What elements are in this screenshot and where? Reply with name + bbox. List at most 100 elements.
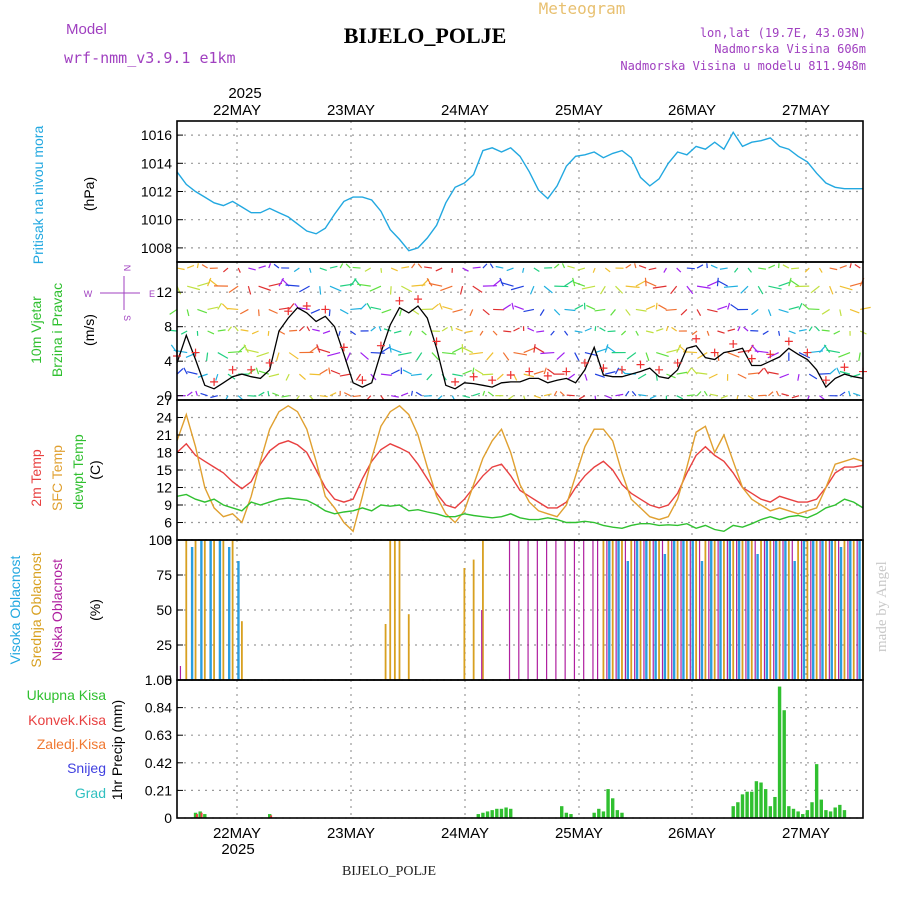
wind-gust-marker xyxy=(599,364,608,373)
wind-vector xyxy=(523,308,535,313)
cloud-high-bar xyxy=(663,554,667,680)
wind-gust-marker xyxy=(784,337,793,346)
wind-vector xyxy=(572,281,586,287)
tick-label-precip-4: 0.84 xyxy=(145,700,172,716)
wind-speed-line xyxy=(176,305,864,390)
cloud-mid-bar xyxy=(222,540,225,680)
wind-vector xyxy=(428,282,443,287)
wind-vector xyxy=(663,267,667,273)
pressure-line xyxy=(176,130,863,252)
wind-vector xyxy=(329,392,337,397)
wind-vector xyxy=(176,368,184,375)
cloud-low-bar xyxy=(634,540,636,680)
wind-vector xyxy=(768,371,779,375)
temp-unit: (C) xyxy=(87,460,103,479)
wind-vector xyxy=(306,326,311,332)
wind-vector xyxy=(186,391,193,397)
wind-vector xyxy=(187,371,198,375)
wind-vector xyxy=(644,280,657,287)
wind-vector xyxy=(839,391,846,397)
tick-label-pressure-0: 1008 xyxy=(141,240,172,256)
station-title: BIJELO_POLJE xyxy=(344,23,507,48)
wind-vector xyxy=(564,279,575,287)
temp-title-1: 2m Temp xyxy=(28,449,44,507)
wind-vector xyxy=(345,263,351,269)
wind-vector xyxy=(482,373,494,376)
wind-vector xyxy=(826,349,840,354)
wind-gust-marker xyxy=(580,358,589,367)
wind-vector xyxy=(778,308,789,313)
wind-vector xyxy=(390,369,400,375)
wind-vector xyxy=(319,395,328,398)
wind-vector xyxy=(574,352,580,361)
wind-vector xyxy=(489,263,494,269)
tick-label-pressure-2: 1012 xyxy=(141,184,172,200)
wind-vector xyxy=(848,390,851,396)
wind-gust-marker xyxy=(488,376,497,385)
cloud-high-bar xyxy=(682,540,685,680)
wind-gust-marker xyxy=(432,337,441,346)
day-label-bottom-5: 27MAY xyxy=(782,825,830,842)
wind-vector xyxy=(665,326,669,332)
tick-label-precip-3: 0.63 xyxy=(145,727,172,743)
cloud-low-bar xyxy=(717,540,719,680)
wind-vector xyxy=(339,263,344,269)
wind-vector xyxy=(461,346,473,354)
wind-vector xyxy=(819,372,831,375)
wind-vector xyxy=(183,367,188,375)
wind-vector xyxy=(546,368,555,375)
wind-vector xyxy=(655,374,658,381)
cloud-low-bar xyxy=(592,540,594,680)
tick-label-temp-1: 6 xyxy=(164,515,172,531)
wind-vector xyxy=(821,308,830,315)
day-label-top-4: 26MAY xyxy=(668,102,716,119)
year-top: 2025 xyxy=(228,85,261,102)
tick-label-temp-6: 21 xyxy=(156,427,172,443)
wind-vector xyxy=(818,267,823,273)
wind-vector xyxy=(228,285,239,293)
model-elevation-label: Nadmorska Visina u modelu 811.948m xyxy=(620,59,866,73)
wind-vector xyxy=(293,267,300,273)
cloud-low-bar xyxy=(564,540,566,680)
wind-vector xyxy=(472,367,475,375)
wind-vector xyxy=(635,308,647,312)
wind-vector xyxy=(465,330,473,334)
wind-vector xyxy=(649,395,657,400)
wind-vector xyxy=(339,308,349,315)
wind-vector xyxy=(309,345,319,354)
wind-vector xyxy=(652,285,667,289)
wind-vector xyxy=(634,263,637,269)
wind-vector xyxy=(539,309,545,316)
wind-vector xyxy=(426,373,433,381)
wind-vector xyxy=(487,391,494,397)
day-label-top-0: 22MAY xyxy=(213,102,261,119)
precip-total-bar xyxy=(736,802,740,818)
precip-legend-conv: Konvek.Kisa xyxy=(28,712,106,728)
wind-vector xyxy=(239,308,249,315)
wind-vector xyxy=(727,302,731,310)
cloud-low-bar xyxy=(800,540,803,680)
precip-total-bar xyxy=(601,811,606,818)
wind-gust-marker xyxy=(321,305,330,314)
wind-vector xyxy=(258,265,266,269)
wind-gust-marker xyxy=(395,296,404,305)
wind-title-2: Brzina i Pravac xyxy=(49,283,65,377)
wind-vector xyxy=(200,392,208,397)
elevation-label: Nadmorska Visina 606m xyxy=(714,42,866,56)
wind-vector xyxy=(781,393,789,397)
precip-total-bar xyxy=(490,810,494,818)
precip-total-bar xyxy=(745,791,749,818)
cloud-low-bar xyxy=(527,540,529,680)
day-label-bottom-2: 24MAY xyxy=(441,825,489,842)
wind-gust-marker xyxy=(451,377,460,386)
wind-vector xyxy=(638,265,647,269)
wind-vector xyxy=(319,368,328,375)
wind-gust-marker xyxy=(191,348,200,357)
cloud-mid-bar xyxy=(602,540,605,680)
wind-vector xyxy=(237,267,241,273)
wind-vector xyxy=(849,263,852,269)
wind-vector xyxy=(543,393,552,397)
precip-total-bar xyxy=(763,789,768,818)
wind-vector xyxy=(586,304,596,310)
